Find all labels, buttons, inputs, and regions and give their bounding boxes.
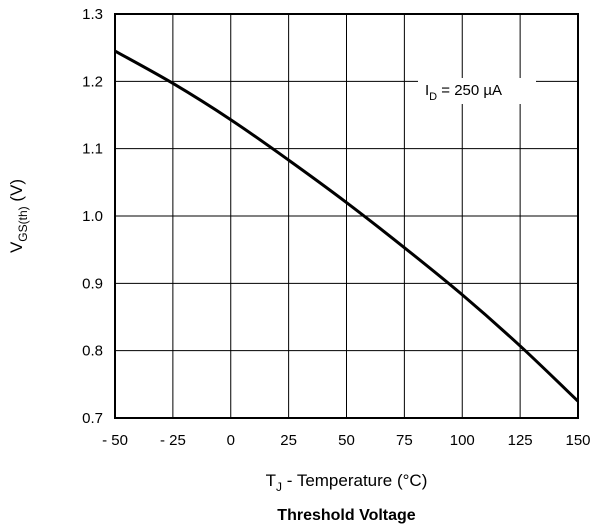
annotation-main: I xyxy=(425,82,429,99)
x-tick-label: - 25 xyxy=(160,432,186,449)
x-tick-labels: - 50 - 25 0 25 50 75 100 125 150 xyxy=(102,432,590,449)
x-tick-label: 0 xyxy=(227,432,235,449)
plot-frame xyxy=(114,13,579,419)
x-tick-label: 150 xyxy=(565,432,590,449)
x-axis-label-main: T xyxy=(266,471,276,490)
y-tick-label: 0.8 xyxy=(82,343,103,360)
y-tick-label: 1.0 xyxy=(82,208,103,225)
x-tick-label: 25 xyxy=(280,432,297,449)
x-tick-label: 125 xyxy=(508,432,533,449)
annotation-label: ID = 250 µA xyxy=(425,82,502,103)
y-tick-label: 1.3 xyxy=(82,6,103,23)
x-tick-label: 75 xyxy=(396,432,413,449)
x-axis-label-rest: - Temperature (°C) xyxy=(282,471,427,490)
grid xyxy=(115,14,578,418)
curve-layer xyxy=(114,49,580,403)
chart-title: Threshold Voltage xyxy=(277,507,415,524)
y-axis-label-rest: (V) xyxy=(7,179,26,206)
y-axis-label: VGS(th) (V) xyxy=(7,179,30,253)
annotation-background xyxy=(418,78,536,104)
annotation-rest: = 250 µA xyxy=(437,82,502,99)
threshold-voltage-curve xyxy=(114,49,580,403)
x-axis-label-sub: J xyxy=(276,480,282,494)
y-tick-label: 1.2 xyxy=(82,73,103,90)
x-tick-label: 50 xyxy=(338,432,355,449)
y-axis-label-sub: GS(th) xyxy=(16,206,30,241)
x-tick-label: - 50 xyxy=(102,432,128,449)
annotation-sub: D xyxy=(429,91,437,103)
y-tick-label: 0.9 xyxy=(82,275,103,292)
y-tick-label: 1.1 xyxy=(82,141,103,158)
x-tick-label: 100 xyxy=(450,432,475,449)
x-axis-label: TJ - Temperature (°C) xyxy=(266,471,428,494)
y-tick-labels: 0.7 0.8 0.9 1.0 1.1 1.2 1.3 xyxy=(82,6,103,427)
y-tick-label: 0.7 xyxy=(82,410,103,427)
y-axis-label-main: V xyxy=(7,241,26,253)
